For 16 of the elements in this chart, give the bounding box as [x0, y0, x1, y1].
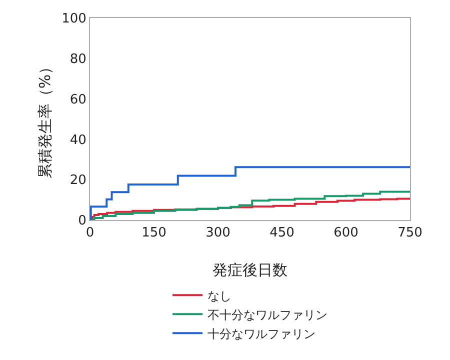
x-tick-label: 600: [334, 226, 358, 241]
y-tick-label: 100: [62, 12, 86, 27]
x-axis-title: 発症後日数: [212, 261, 288, 279]
x-tick-label: 150: [142, 226, 166, 241]
x-tick-label: 750: [398, 226, 422, 241]
y-tick-label: 60: [70, 92, 86, 108]
y-tick-label: 0: [78, 214, 86, 229]
legend-label: 不十分なワルファリン: [208, 308, 328, 322]
y-tick-label: 20: [70, 173, 86, 188]
y-tick-label: 80: [70, 52, 86, 67]
x-tick-label: 300: [206, 226, 230, 241]
y-axis-title: 累積発生率（%）: [36, 59, 54, 179]
x-tick-label: 450: [270, 226, 294, 241]
y-tick-label: 40: [70, 132, 86, 148]
legend-label: 十分なワルファリン: [208, 326, 316, 341]
legend-label: なし: [208, 288, 232, 303]
